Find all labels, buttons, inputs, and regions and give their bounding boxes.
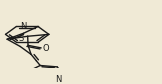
- Text: S: S: [18, 34, 24, 43]
- Text: N: N: [55, 75, 61, 84]
- Text: O: O: [42, 44, 49, 53]
- Text: N: N: [20, 22, 27, 31]
